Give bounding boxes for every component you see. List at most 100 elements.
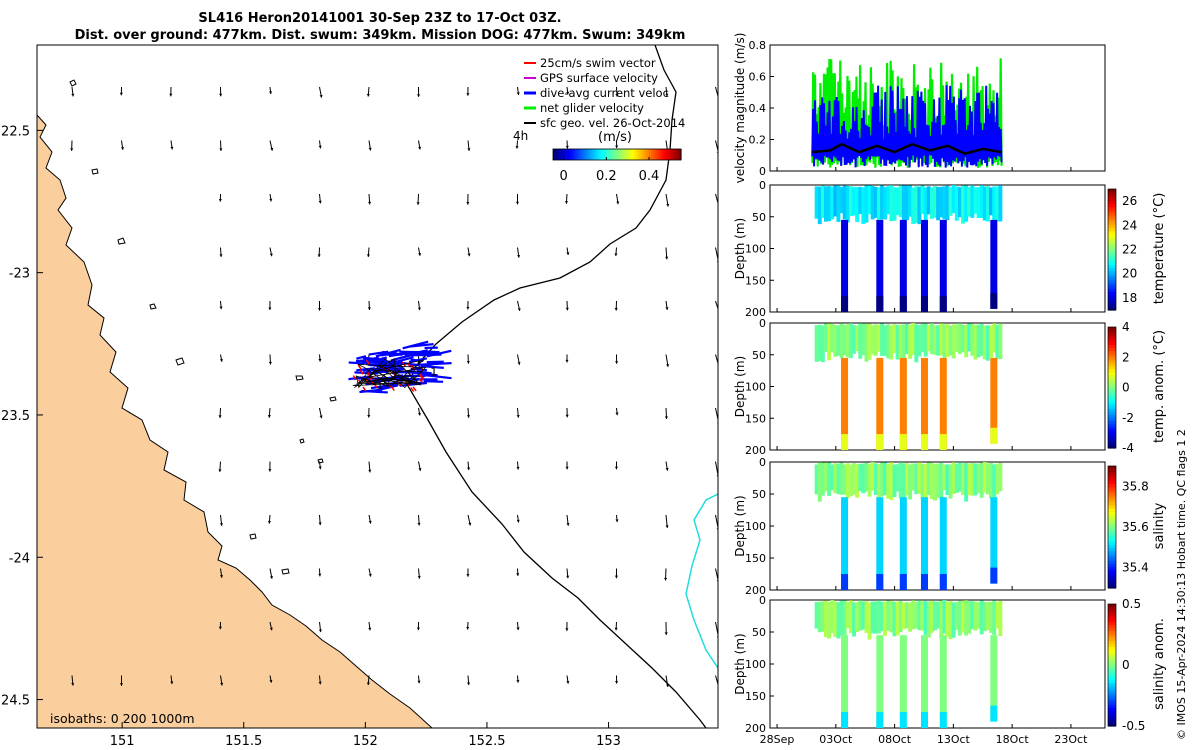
- section-cell: [820, 462, 825, 496]
- section-colorbar-segment: [1108, 511, 1116, 516]
- swim-vector: [357, 364, 362, 370]
- sfc-vector-head: [565, 466, 569, 470]
- section-cell: [820, 325, 825, 363]
- sfc-vector-head: [318, 573, 322, 577]
- section-cell: [852, 602, 856, 637]
- section-cell: [914, 186, 919, 224]
- sfc-vector-head: [119, 92, 123, 96]
- deep-cast-bottom: [841, 434, 849, 450]
- colorbar-segment: [609, 149, 612, 160]
- swim-vector: [412, 386, 417, 392]
- section-colorbar-segment: [1108, 291, 1116, 296]
- section-cell: [892, 601, 897, 637]
- deep-cast-bottom: [876, 574, 884, 590]
- colorbar-segment: [625, 149, 628, 160]
- section-colorbar-segment: [1108, 342, 1116, 346]
- colorbar-segment: [583, 149, 586, 160]
- deep-cast-bottom: [899, 434, 907, 450]
- section-cell: [945, 464, 950, 496]
- sfc-vector-head: [516, 414, 520, 418]
- section-colorbar-segment: [1108, 646, 1116, 651]
- sfc-vector-head: [664, 577, 668, 581]
- deep-cast-bottom: [990, 567, 998, 584]
- section-cell: [845, 602, 850, 629]
- sfc-vector-head: [366, 682, 370, 686]
- section-colorbar-segment: [1108, 225, 1116, 229]
- deep-cast: [920, 635, 928, 728]
- sfc-vector: [171, 729, 173, 737]
- section-cell: [995, 186, 1000, 222]
- section-colorbar-segment: [1108, 517, 1116, 522]
- sfc-vector-head: [615, 681, 619, 684]
- section-cell: [989, 187, 994, 216]
- colorbar-segment: [557, 149, 560, 160]
- section-colorbar-segment: [1108, 228, 1116, 232]
- island: [281, 568, 290, 575]
- section-cell: [824, 323, 828, 352]
- panel-y-tick-label: 100: [745, 243, 766, 256]
- section-colorbar-segment: [1108, 234, 1116, 238]
- section-colorbar-segment: [1108, 366, 1116, 370]
- island: [299, 438, 305, 444]
- section-colorbar-segment: [1108, 536, 1116, 540]
- section-cell: [973, 187, 978, 214]
- colorbar-segment: [575, 149, 578, 160]
- glider-path: [352, 358, 427, 389]
- section-cell: [892, 187, 897, 221]
- section-cell: [929, 187, 934, 219]
- section-cell: [933, 463, 937, 501]
- section-colorbar-segment: [1108, 680, 1116, 684]
- section-cell: [858, 323, 863, 359]
- section-cell: [995, 325, 1000, 359]
- sfc-vector-head: [614, 466, 618, 470]
- colorbar-segment: [629, 149, 632, 160]
- section-colorbar-segment: [1108, 487, 1116, 491]
- section-colorbar-segment: [1108, 668, 1116, 672]
- section-colorbar-segment: [1108, 411, 1116, 416]
- legend-net: net glider velocity: [540, 101, 644, 115]
- sfc-vector-head: [516, 680, 520, 683]
- deep-cast: [990, 635, 998, 722]
- section-colorbar-segment: [1108, 300, 1116, 305]
- panel-y-tick-label: 150: [745, 690, 766, 703]
- dive-avg-vector: [393, 352, 420, 361]
- section-colorbar-segment: [1108, 423, 1116, 428]
- section-colorbar-label: temperature (°C): [1152, 193, 1167, 305]
- colorbar-frame: [552, 148, 682, 161]
- section-colorbar-segment: [1108, 607, 1116, 611]
- section-cell: [929, 323, 934, 355]
- section-cell: [914, 602, 919, 629]
- colorbar-tick-label: 0.2: [596, 169, 617, 184]
- section-cell: [945, 324, 950, 358]
- colorbar-segment: [605, 149, 608, 160]
- section-cell: [914, 324, 919, 363]
- sfc-vector-head: [220, 682, 224, 686]
- section-cell: [961, 601, 965, 633]
- section-cell: [864, 323, 869, 362]
- section-cell: [942, 186, 947, 220]
- section-colorbar-segment: [1108, 390, 1116, 395]
- time-tick-label: 08Oct: [878, 733, 912, 746]
- section-colorbar-segment: [1108, 420, 1116, 425]
- sfc-vector-head: [268, 469, 272, 472]
- deep-cast-bottom: [990, 705, 998, 722]
- panel-y-tick-label: 200: [745, 444, 766, 457]
- section-cell: [957, 600, 962, 636]
- section-cell: [957, 323, 962, 355]
- section-cell: [908, 602, 913, 632]
- section-colorbar-segment: [1108, 327, 1116, 331]
- section-cell: [883, 601, 888, 636]
- section-colorbar-segment: [1108, 716, 1116, 721]
- sfc-vector-head: [666, 738, 669, 741]
- section-cell: [833, 601, 838, 637]
- section-cell: [824, 462, 828, 492]
- sfc-vector-head: [665, 684, 669, 687]
- deep-cast: [876, 497, 884, 590]
- island: [175, 357, 185, 366]
- section-cell: [933, 601, 937, 631]
- section-cell: [827, 323, 832, 361]
- section-cell: [954, 324, 959, 353]
- sfc-vector-head: [665, 256, 669, 260]
- section-colorbar-segment: [1108, 613, 1116, 617]
- deep-cast: [841, 635, 849, 728]
